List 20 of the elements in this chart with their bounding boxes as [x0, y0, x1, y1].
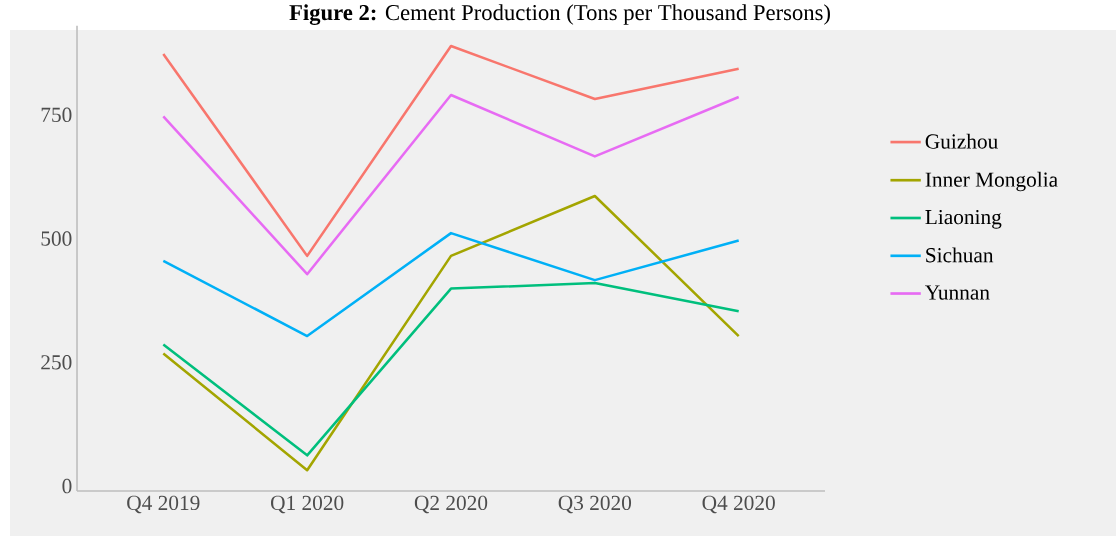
line-series — [162, 44, 740, 258]
line-series — [162, 281, 740, 457]
legend-label: Sichuan — [926, 247, 994, 263]
chart-title: Figure 2: Cement Production (Tons per Thousand Persons) — [289, 4, 830, 25]
y-tick-label: 500 — [41, 231, 72, 246]
y-tick-label: 0 — [62, 478, 72, 494]
legend-label: Yunnan — [925, 285, 990, 300]
x-tick-label: Q4 2020 — [702, 495, 775, 514]
line-series — [162, 93, 740, 276]
x-tick-label: Q1 2020 — [271, 495, 344, 514]
y-tick-label: 250 — [41, 355, 72, 370]
x-tick-label: Q2 2020 — [414, 495, 488, 514]
x-tick-label: Q3 2020 — [558, 495, 632, 514]
y-tick-label: 750 — [41, 107, 72, 123]
legend-label: Liaoning — [925, 209, 1002, 229]
line-series — [162, 194, 740, 472]
legend-label: Inner Mongolia — [925, 171, 1058, 192]
x-tick-label: Q4 2019 — [127, 495, 200, 514]
line-series — [162, 231, 740, 338]
legend-label: Guizhou — [925, 133, 998, 149]
